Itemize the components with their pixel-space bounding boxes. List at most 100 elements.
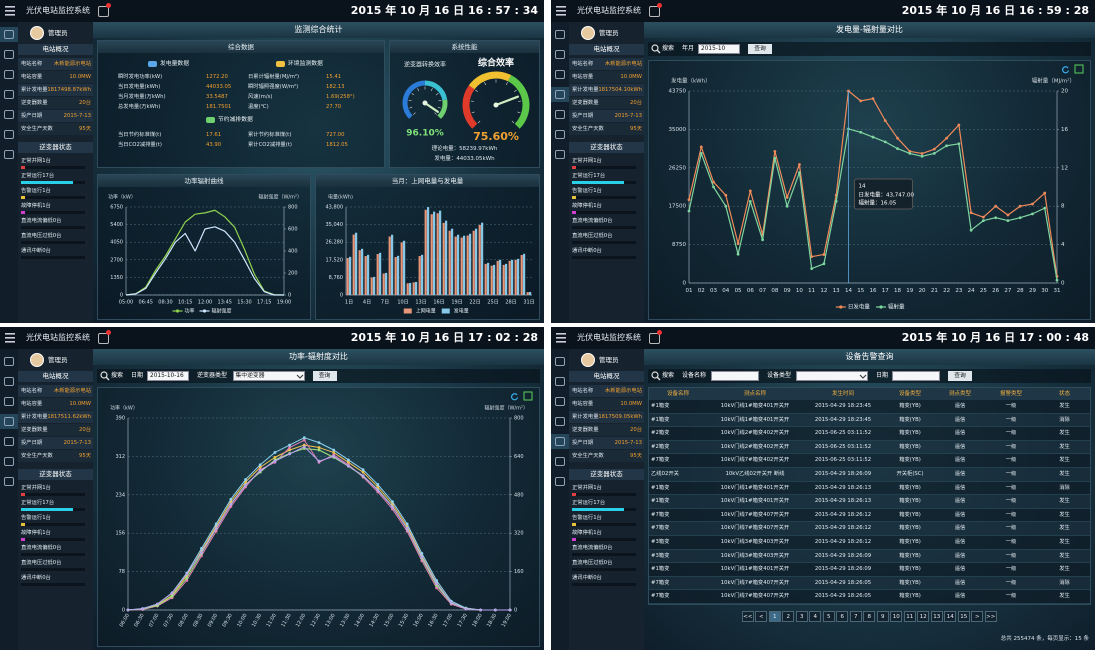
nav-icon[interactable] — [555, 50, 565, 59]
page-button[interactable]: 8 — [863, 611, 876, 622]
y2-axis-label: 辐射量（MJ/m²） — [1032, 77, 1075, 85]
page-button[interactable]: 11 — [903, 611, 916, 622]
alarm-icon[interactable] — [98, 333, 109, 344]
page-button[interactable]: 12 — [917, 611, 930, 622]
nav-icon[interactable] — [555, 130, 565, 139]
page-button[interactable]: 4 — [809, 611, 822, 622]
table-row[interactable]: #7箱变 10kV门线7#箱变407开关开 2015-04-29 18:26:05 箱… — [649, 576, 1090, 591]
input-box[interactable]: 2015-10 — [698, 44, 740, 54]
page-button[interactable]: 14 — [944, 611, 957, 622]
nav-icon[interactable] — [4, 417, 14, 426]
nav-icon[interactable] — [4, 150, 14, 159]
table-row[interactable]: #7箱变 10kV门线7#箱变407开关开 2015-04-29 18:26:12 箱… — [649, 522, 1090, 536]
alarm-icon[interactable] — [649, 333, 660, 344]
page-button[interactable]: << — [741, 611, 754, 622]
nav-icon[interactable] — [4, 130, 14, 139]
info-row: 安全生产天数 95天 — [569, 450, 644, 462]
page-button[interactable]: 9 — [876, 611, 889, 622]
table-row[interactable]: #7箱变 10kV门线7#箱变407开关开 2015-04-29 18:26:05 箱… — [649, 590, 1090, 604]
table-row[interactable]: #3箱变 10kV门线3#箱变403开关开 2015-04-29 18:26:09 箱… — [649, 549, 1090, 564]
table-cell: 箱变(YB) — [899, 430, 921, 437]
table-cell: 发生 — [1059, 471, 1070, 477]
x-tick-label: 15:00 — [383, 613, 395, 628]
search-button[interactable]: 查询 — [312, 371, 337, 381]
nav-icon[interactable] — [555, 110, 565, 119]
data-point — [332, 455, 336, 458]
bar — [475, 228, 478, 295]
nav-icon[interactable] — [555, 417, 565, 426]
search-button[interactable]: 查询 — [748, 44, 772, 54]
nav-icon[interactable] — [555, 397, 565, 406]
alarm-icon[interactable] — [649, 6, 660, 17]
nav-icon[interactable] — [4, 110, 14, 119]
nav-icon[interactable] — [555, 457, 565, 466]
input-box[interactable]: 2015-10-16 — [147, 371, 189, 381]
input-box[interactable] — [892, 371, 940, 381]
nav-icon[interactable] — [4, 397, 14, 406]
nav-icon[interactable] — [4, 30, 14, 39]
nav-icon[interactable] — [555, 437, 565, 446]
select-box[interactable] — [796, 371, 868, 381]
nav-icon[interactable] — [4, 477, 14, 486]
save-icon — [523, 391, 533, 401]
nav-icon[interactable] — [555, 150, 565, 159]
nav-icon[interactable] — [4, 90, 14, 99]
table-row[interactable]: #1箱变 10kV门线1#箱变401开关开 2015-04-29 18:26:13 箱… — [649, 495, 1090, 509]
nav-icon[interactable] — [555, 377, 565, 386]
page-button[interactable]: < — [755, 611, 768, 622]
table-row[interactable]: #2箱变 10kV门线2#箱变402开关开 2015-06-25 03:11:52 箱… — [649, 427, 1090, 441]
table-row[interactable]: #1箱变 10kV门线1#箱变401开关开 2015-04-29 18:23:45 箱… — [649, 413, 1090, 428]
input-box[interactable] — [711, 371, 759, 381]
nav-icon[interactable] — [555, 477, 565, 486]
page-title: 功率-辐射度对比 — [93, 349, 544, 365]
page-button[interactable]: > — [971, 611, 984, 622]
nav-icon[interactable] — [4, 457, 14, 466]
alarm-icon[interactable] — [98, 6, 109, 17]
table-row[interactable]: #7箱变 10kV门线7#箱变407开关开 2015-04-29 18:26:12 箱… — [649, 508, 1090, 523]
data-point — [435, 582, 438, 585]
page-button[interactable]: 2 — [782, 611, 795, 622]
nav-icon[interactable] — [555, 70, 565, 79]
table-cell: 10kV门线2#箱变402开关开 — [720, 430, 790, 437]
nav-icon[interactable] — [4, 437, 14, 446]
page-button[interactable]: 10 — [890, 611, 903, 622]
page-button[interactable]: 15 — [957, 611, 970, 622]
table-row[interactable]: #1箱变 10kV门线1#箱变401开关开 2015-04-29 18:26:13 箱… — [649, 481, 1090, 496]
page-button[interactable]: 1 — [768, 611, 781, 622]
table-row[interactable]: #1箱变 10kV门线1#箱变401开关开 2015-04-29 18:23:45 箱… — [649, 400, 1090, 414]
x-tick-label: 10日 — [397, 300, 408, 306]
nav-icon[interactable] — [555, 90, 565, 99]
nav-icon[interactable] — [555, 357, 565, 366]
table-row[interactable]: #1箱变 10kV门线1#箱变401开关开 2015-04-29 18:26:09 箱… — [649, 563, 1090, 577]
nav-icon[interactable] — [4, 357, 14, 366]
status-label: 故障停机1台 — [21, 530, 51, 536]
table-cell: 10kV门线7#箱变407开关开 — [720, 525, 790, 532]
data-point — [883, 119, 887, 123]
tooltip-line: 日发电量：43,747.00 — [858, 191, 914, 199]
page-button[interactable]: 3 — [795, 611, 808, 622]
page-button[interactable]: 13 — [930, 611, 943, 622]
data-point — [464, 607, 468, 611]
x-tick-label: 04 — [722, 288, 729, 294]
table-row[interactable]: 乙线02开关 10kV乙线02开关开 断线 2015-04-29 18:26:09 开… — [649, 468, 1090, 482]
nav-icon[interactable] — [555, 30, 565, 39]
data-point — [896, 147, 899, 150]
data-label: 风速(m/s) — [248, 94, 273, 100]
info-row: 逆变器数量 20台 — [18, 97, 93, 109]
page-button[interactable]: >> — [984, 611, 997, 622]
select-box[interactable]: 集中逆变器 — [232, 371, 305, 381]
page-button[interactable]: 7 — [849, 611, 862, 622]
search-button[interactable]: 查询 — [948, 371, 972, 381]
page-button[interactable]: 5 — [822, 611, 835, 622]
table-row[interactable]: #7箱变 10kV门线7#箱变402开关开 2015-06-25 03:11:52 箱… — [649, 454, 1090, 468]
nav-icon[interactable] — [4, 50, 14, 59]
table-row[interactable]: #2箱变 10kV门线2#箱变402开关开 2015-06-25 03:11:52 箱… — [649, 440, 1090, 455]
x-tick-label: 07 — [759, 288, 766, 294]
nav-icon[interactable] — [4, 377, 14, 386]
info-label: 逆变器数量 — [21, 427, 48, 433]
page-button[interactable]: 6 — [836, 611, 849, 622]
info-value: 95天 — [629, 453, 642, 459]
y2-tick-label: 800 — [514, 416, 524, 422]
table-row[interactable]: #3箱变 10kV门线3#箱变403开关开 2015-04-29 18:26:12 箱… — [649, 536, 1090, 550]
nav-icon[interactable] — [4, 70, 14, 79]
